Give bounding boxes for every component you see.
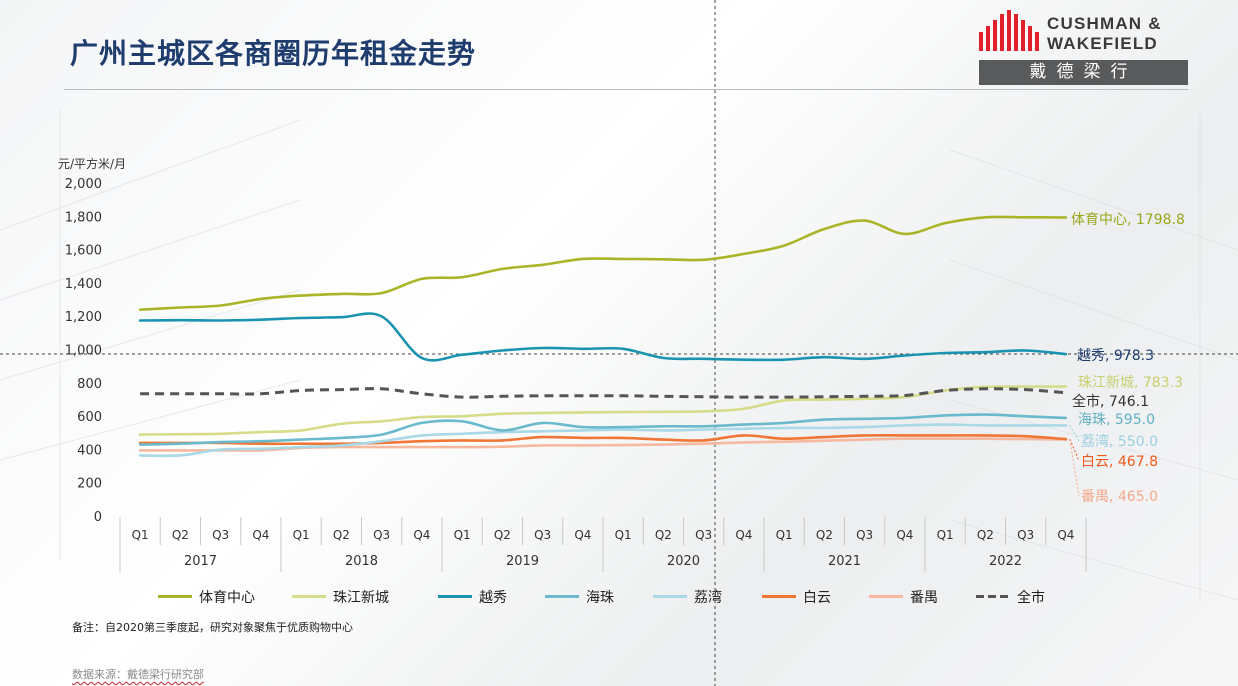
legend-label: 白云 [803, 590, 831, 606]
x-year-label: 2017 [184, 554, 217, 569]
series-end-label: 全市, 746.1 [1072, 393, 1149, 410]
y-tick-label: 0 [94, 510, 102, 525]
end-label-leader [1069, 425, 1080, 442]
chart-note: 备注：自2020第三季度起，研究对象聚焦于优质购物中心 [72, 621, 353, 634]
legend-swatch [292, 595, 326, 598]
x-tick-label: Q3 [373, 528, 390, 542]
y-tick-label: 200 [77, 477, 102, 492]
end-label-leader [1069, 438, 1080, 462]
series-line [138, 433, 1068, 446]
series-line [138, 413, 1068, 446]
y-tick-label: 2,000 [65, 177, 102, 192]
logo-text-line1: CUSHMAN & [1047, 14, 1162, 33]
x-year-label: 2022 [989, 554, 1022, 569]
x-tick-label: Q4 [413, 528, 430, 542]
x-tick-label: Q3 [534, 528, 551, 542]
x-tick-label: Q3 [212, 528, 229, 542]
legend-swatch [976, 595, 1010, 598]
series-end-label: 体育中心, 1798.8 [1071, 212, 1185, 228]
series-line [138, 423, 1068, 458]
legend-swatch [762, 595, 796, 598]
y-tick-label: 1,800 [65, 210, 102, 225]
x-tick-label: Q4 [735, 528, 752, 542]
x-tick-label: Q1 [132, 528, 149, 542]
x-tick-label: Q3 [1017, 528, 1034, 542]
x-tick-label: Q1 [937, 528, 954, 542]
legend-label: 体育中心 [199, 590, 255, 606]
y-tick-label: 1,400 [65, 277, 102, 292]
x-tick-label: Q2 [977, 528, 994, 542]
y-tick-label: 1,000 [65, 344, 102, 359]
legend-swatch [869, 595, 903, 598]
legend-label: 全市 [1017, 590, 1045, 606]
legend-label: 番禺 [910, 590, 938, 606]
y-tick-label: 1,600 [65, 244, 102, 259]
x-tick-label: Q2 [655, 528, 672, 542]
x-tick-label: Q4 [1057, 528, 1074, 542]
x-tick-label: Q1 [293, 528, 310, 542]
x-tick-label: Q1 [776, 528, 793, 542]
legend-label: 荔湾 [694, 590, 722, 606]
x-year-label: 2020 [667, 554, 700, 569]
x-tick-label: Q2 [172, 528, 189, 542]
title-divider [64, 89, 1188, 90]
x-tick-label: Q2 [494, 528, 511, 542]
legend-swatch [438, 595, 472, 598]
series-end-label: 荔湾, 550.0 [1081, 433, 1158, 450]
y-axis-label: 元/平方米/月 [58, 156, 126, 171]
series-line [138, 312, 1068, 362]
x-tick-label: Q3 [695, 528, 712, 542]
x-tick-label: Q1 [615, 528, 632, 542]
series-line [138, 215, 1068, 311]
series-end-label: 珠江新城, 783.3 [1078, 375, 1183, 391]
series-end-label: 白云, 467.8 [1081, 454, 1158, 470]
page-title: 广州主城区各商圈历年租金走势 [70, 37, 477, 70]
legend-label: 珠江新城 [333, 590, 389, 606]
logo-bars-icon [979, 10, 1039, 51]
y-tick-label: 600 [77, 410, 102, 425]
x-tick-label: Q2 [816, 528, 833, 542]
x-tick-label: Q4 [574, 528, 591, 542]
legend-label: 海珠 [586, 590, 614, 606]
y-tick-label: 800 [77, 377, 102, 392]
data-source: 数据来源：戴德梁行研究部 [72, 668, 204, 681]
logo-chinese-name: 戴德梁行 [979, 60, 1188, 85]
y-tick-label: 400 [77, 443, 102, 458]
series-end-label: 越秀, 978.3 [1077, 348, 1154, 364]
x-tick-label: Q3 [856, 528, 873, 542]
end-label-leader [1069, 439, 1080, 497]
x-year-label: 2018 [345, 554, 378, 569]
legend-swatch [158, 595, 192, 598]
series-line [140, 387, 1067, 399]
logo-text-line2: WAKEFIELD [1047, 34, 1158, 53]
legend-label: 越秀 [479, 590, 507, 606]
legend-swatch [653, 595, 687, 598]
x-tick-label: Q1 [454, 528, 471, 542]
y-tick-label: 1,200 [65, 310, 102, 325]
x-year-label: 2019 [506, 554, 539, 569]
x-tick-label: Q2 [333, 528, 350, 542]
series-end-label: 海珠, 595.0 [1078, 412, 1155, 428]
x-year-label: 2021 [828, 554, 861, 569]
x-tick-label: Q4 [896, 528, 913, 542]
x-tick-label: Q4 [252, 528, 269, 542]
series-end-label: 番禺, 465.0 [1081, 489, 1158, 505]
cushman-wakefield-logo: CUSHMAN & WAKEFIELD 戴德梁行 [979, 10, 1191, 88]
legend-swatch [545, 595, 579, 598]
